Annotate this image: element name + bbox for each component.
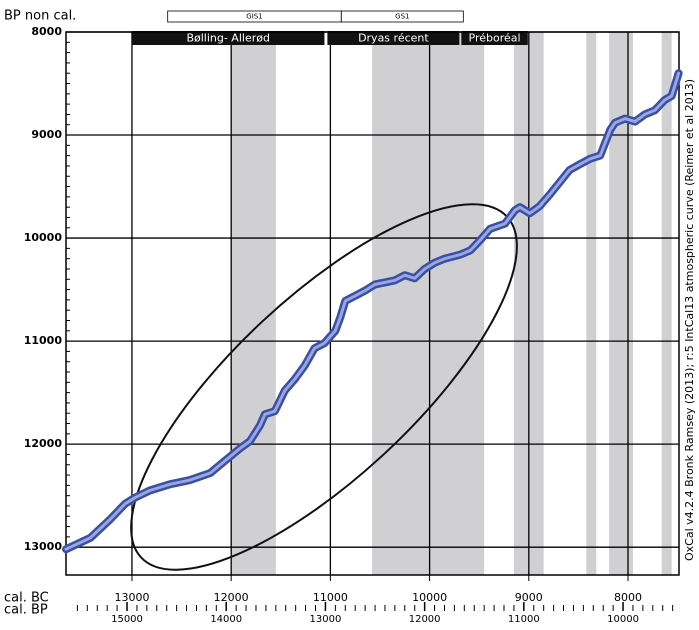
period-label: Bølling- Allerød — [186, 32, 270, 45]
y-axis-label: BP non cal. — [4, 9, 76, 24]
y-tick-label: 13000 — [24, 540, 63, 553]
period-label: Dryas récent — [358, 32, 429, 45]
x2-tick-label: 14000 — [210, 614, 242, 625]
curve-inner — [64, 71, 681, 551]
x2-tick-label: 10000 — [607, 614, 639, 625]
y-tick-label: 10000 — [24, 231, 63, 244]
stage-label: GS1 — [395, 13, 409, 21]
period-bar — [327, 31, 460, 45]
x-tick-label: 13000 — [114, 591, 149, 604]
credit: OxCal v4.2.4 Bronk Ramsey (2013); r:5 In… — [683, 79, 696, 561]
shaded-band — [609, 32, 633, 575]
stage-box — [340, 10, 464, 23]
x-tick-label: 10000 — [412, 591, 447, 604]
x2-axis-label: cal. BP — [4, 603, 48, 618]
x-tick-label: 12000 — [214, 591, 249, 604]
plot-frame — [65, 31, 680, 576]
x2-tick-label: 13000 — [310, 614, 342, 625]
x-tick-label: 8000 — [614, 591, 642, 604]
period-bar — [131, 31, 325, 45]
x2-tick-label: 11000 — [508, 614, 540, 625]
shaded-band — [586, 32, 597, 575]
y-tick-label: 11000 — [24, 334, 63, 347]
y-tick-label: 8000 — [31, 25, 62, 38]
y-tick-label: 9000 — [31, 128, 62, 141]
x-axis-label: cal. BC — [4, 591, 49, 606]
y-tick-label: 12000 — [24, 437, 63, 450]
period-label: Préboréal — [469, 32, 521, 45]
shaded-band — [661, 32, 672, 575]
shaded-band — [231, 32, 276, 575]
x-tick-label: 11000 — [313, 591, 348, 604]
x2-tick-label: 15000 — [111, 614, 143, 625]
period-bar — [461, 31, 528, 45]
shaded-band — [372, 32, 485, 575]
x2-tick-label: 12000 — [409, 614, 441, 625]
ellipse-annotation — [130, 203, 518, 571]
stage-label: GIS1 — [246, 13, 262, 21]
x-tick-label: 9000 — [515, 591, 543, 604]
